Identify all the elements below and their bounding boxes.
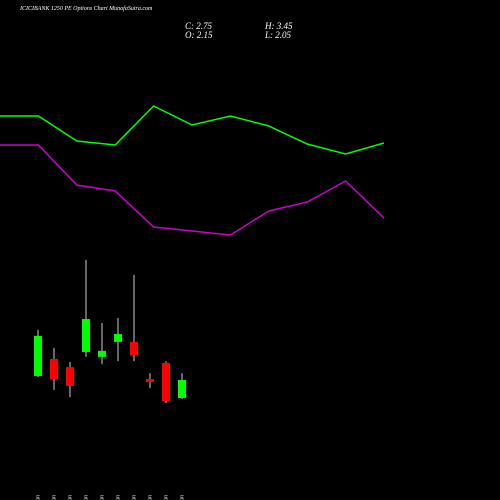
x-tick-label: 21 Jan bbox=[83, 495, 89, 500]
chart-title: ICICIBANK 1250 PE Options Chart MunafaSu… bbox=[19, 5, 153, 12]
candle-body bbox=[130, 341, 138, 356]
x-tick-label: 28 Jan bbox=[147, 495, 153, 500]
stat-label: C: 2.75 bbox=[185, 21, 213, 31]
candle-body bbox=[66, 367, 74, 386]
stat-label: L: 2.05 bbox=[264, 30, 292, 40]
candle-body bbox=[114, 334, 122, 342]
stat-label: H: 3.45 bbox=[264, 21, 293, 31]
x-tick-label: 29 Jan bbox=[163, 495, 169, 500]
x-tick-label: 16 Jan bbox=[35, 495, 41, 500]
x-tick-label: 23 Jan bbox=[115, 495, 121, 500]
candle-body bbox=[146, 379, 154, 383]
x-tick-label: 22 Jan bbox=[99, 495, 105, 500]
candle-body bbox=[50, 358, 58, 380]
x-tick-label: 17 Jan bbox=[51, 495, 57, 500]
candle-body bbox=[98, 350, 106, 357]
stat-label: O: 2.15 bbox=[185, 30, 213, 40]
x-tick-label: 20 Jan bbox=[67, 495, 73, 500]
x-tick-label: 27 Jan bbox=[131, 495, 137, 500]
line bbox=[0, 105, 385, 155]
candle-body bbox=[34, 335, 42, 377]
x-tick-label: 30 Jan bbox=[179, 495, 185, 500]
line bbox=[0, 144, 385, 236]
candle-body bbox=[82, 319, 90, 353]
candle-body bbox=[162, 362, 170, 401]
candle-body bbox=[178, 379, 186, 398]
